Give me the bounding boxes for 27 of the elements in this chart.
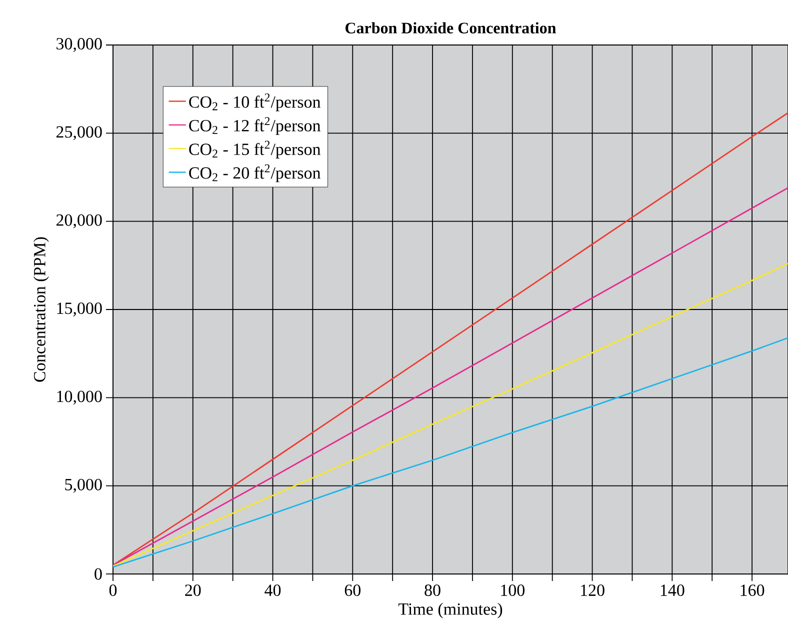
x-tick-label: 40 [264, 584, 281, 596]
y-tick-label: 10,000 [57, 390, 102, 405]
x-tick-label: 140 [660, 584, 684, 596]
x-tick-label: 0 [109, 584, 117, 596]
y-tick-label: 30,000 [56, 38, 102, 52]
x-axis-title: Time (minutes) [398, 602, 502, 618]
y-axis-title: Concentration (PPM) [33, 237, 49, 382]
line-series [113, 262, 788, 567]
line-series [113, 187, 788, 566]
x-tick-label: 80 [424, 584, 440, 596]
y-tick-label: 20,000 [56, 214, 102, 228]
line-series [113, 112, 788, 566]
legend-label: CO$_{2}$ - 20 ft$^{2}$/person [189, 164, 321, 182]
y-tick-label: 5,000 [65, 478, 102, 493]
y-tick-label: 15,000 [57, 302, 102, 316]
legend-label: CO$_{2}$ - 15 ft$^{2}$/person [189, 140, 321, 159]
y-tick-label: 25,000 [56, 126, 102, 140]
x-tick-label: 20 [185, 584, 201, 596]
legend-label: CO$_{2}$ - 12 ft$^{2}$/person [189, 117, 321, 135]
y-tick-label: 0 [94, 568, 102, 580]
x-tick-label: 60 [344, 584, 361, 596]
chart-title: Carbon Dioxide Concentration [346, 22, 556, 34]
x-tick-label: 120 [581, 584, 604, 596]
legend-label: CO$_{2}$ - 10 ft$^{2}$/person [189, 93, 321, 112]
line-series [113, 337, 788, 568]
x-tick-label: 100 [501, 584, 525, 596]
x-tick-label: 160 [740, 584, 764, 596]
